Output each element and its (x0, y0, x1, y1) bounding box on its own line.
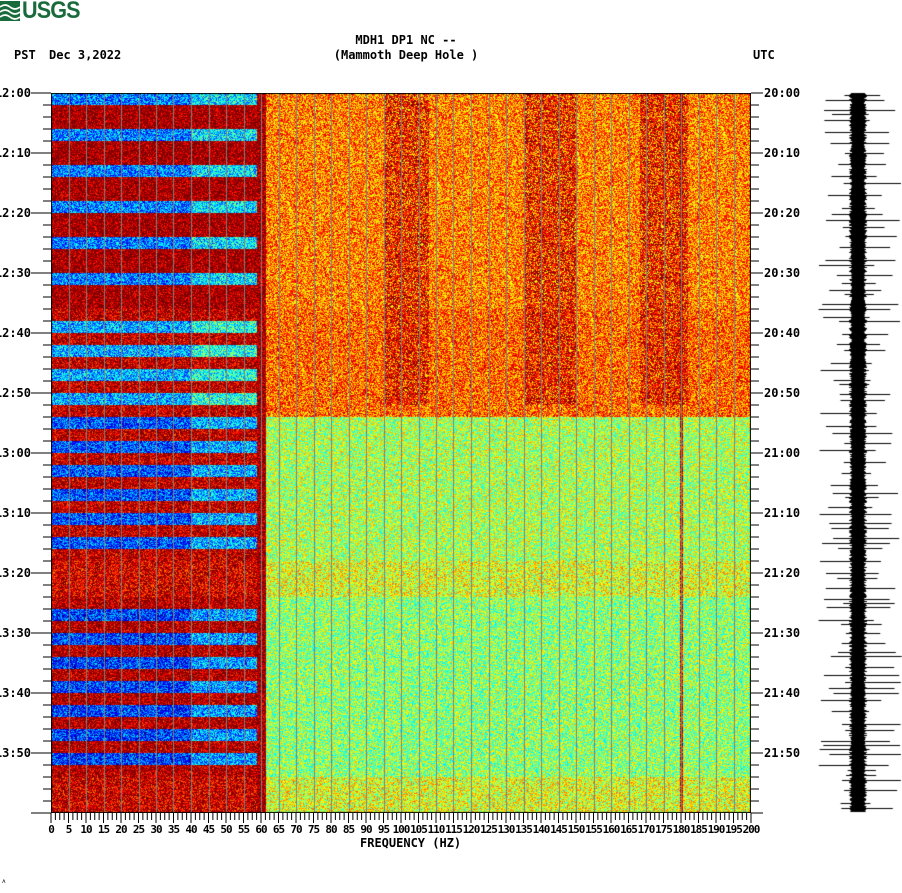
spectrogram-heatmap (51, 93, 751, 813)
x-tick-label: 75 (308, 823, 320, 836)
y-tick-left: 12:10 (0, 146, 31, 160)
x-tick-label: 30 (150, 823, 162, 836)
x-tick-label: 190 (708, 823, 725, 836)
logo-text: USGS (22, 0, 81, 24)
y-tick-right: 20:00 (764, 86, 800, 100)
x-tick-label: 170 (638, 823, 655, 836)
x-tick-label: 180 (673, 823, 690, 836)
x-tick-label: 175 (655, 823, 672, 836)
x-tick-label: 150 (568, 823, 585, 836)
y-tick-left: 12:30 (0, 266, 31, 280)
y-tick-right: 20:50 (764, 386, 800, 400)
y-tick-left: 12:50 (0, 386, 31, 400)
y-tick-right: 21:50 (764, 746, 800, 760)
footer-mark: ʌ (2, 878, 6, 885)
y-tick-left: 12:40 (0, 326, 31, 340)
y-tick-right: 20:30 (764, 266, 800, 280)
y-tick-right: 21:30 (764, 626, 800, 640)
y-tick-right: 21:40 (764, 686, 800, 700)
x-tick-label: 155 (585, 823, 602, 836)
right-timezone-label: UTC (753, 48, 775, 62)
y-tick-left: 13:10 (0, 506, 31, 520)
x-tick-label: 0 (48, 823, 54, 836)
date-label: Dec 3,2022 (49, 48, 122, 62)
y-tick-right: 21:00 (764, 446, 800, 460)
x-tick-label: 45 (203, 823, 215, 836)
y-tick-left: 13:00 (0, 446, 31, 460)
x-tick-label: 90 (360, 823, 372, 836)
y-tick-left: 12:00 (0, 86, 31, 100)
x-tick-label: 50 (220, 823, 232, 836)
y-tick-right: 20:40 (764, 326, 800, 340)
x-tick-label: 85 (343, 823, 355, 836)
y-tick-right: 20:20 (764, 206, 800, 220)
x-tick-label: 125 (480, 823, 497, 836)
y-tick-right: 20:10 (764, 146, 800, 160)
x-tick-label: 80 (325, 823, 337, 836)
y-tick-left: 13:30 (0, 626, 31, 640)
x-tick-label: 60 (255, 823, 267, 836)
x-tick-label: 130 (498, 823, 515, 836)
usgs-wave-icon (0, 1, 20, 21)
y-tick-left: 13:20 (0, 566, 31, 580)
x-tick-label: 40 (185, 823, 197, 836)
x-tick-label: 5 (66, 823, 72, 836)
y-tick-right: 21:10 (764, 506, 800, 520)
x-tick-label: 110 (428, 823, 445, 836)
seismogram-trace (815, 90, 902, 815)
x-tick-label: 10 (80, 823, 92, 836)
y-tick-left: 13:50 (0, 746, 31, 760)
x-tick-label: 115 (445, 823, 462, 836)
station-line: MDH1 DP1 NC -- (355, 33, 457, 47)
x-tick-label: 65 (273, 823, 285, 836)
x-tick-label: 35 (168, 823, 180, 836)
y-tick-left: 12:20 (0, 206, 31, 220)
x-tick-label: 105 (410, 823, 427, 836)
x-tick-label: 55 (238, 823, 250, 836)
x-axis-label: FREQUENCY (HZ) (360, 836, 462, 850)
x-tick-label: 145 (550, 823, 567, 836)
x-tick-label: 100 (393, 823, 410, 836)
x-tick-label: 20 (115, 823, 127, 836)
x-tick-label: 160 (603, 823, 620, 836)
x-tick-label: 185 (690, 823, 707, 836)
x-tick-label: 95 (378, 823, 390, 836)
usgs-logo: USGS (0, 0, 86, 24)
x-tick-label: 25 (133, 823, 145, 836)
station-name: (Mammoth Deep Hole ) (333, 48, 479, 62)
x-tick-label: 195 (725, 823, 742, 836)
x-tick-label: 120 (463, 823, 480, 836)
y-tick-left: 13:40 (0, 686, 31, 700)
x-tick-label: 70 (290, 823, 302, 836)
y-tick-right: 21:20 (764, 566, 800, 580)
x-tick-label: 165 (620, 823, 637, 836)
x-tick-label: 135 (515, 823, 532, 836)
x-tick-label: 15 (98, 823, 110, 836)
left-timezone-label: PST (14, 48, 36, 62)
x-tick-label: 200 (743, 823, 760, 836)
x-tick-label: 140 (533, 823, 550, 836)
